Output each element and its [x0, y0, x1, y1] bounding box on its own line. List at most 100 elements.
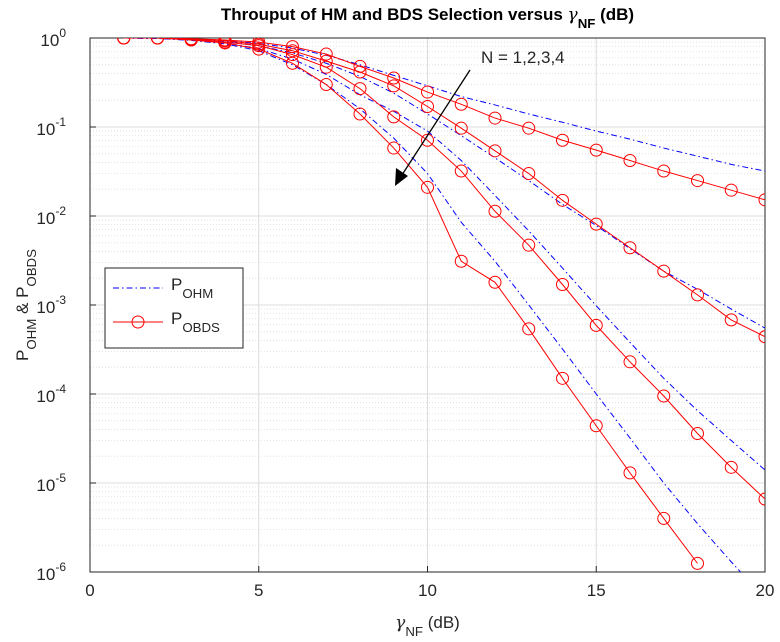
marker: [353, 107, 367, 121]
marker: [421, 133, 434, 147]
marker: [589, 143, 603, 157]
marker: [691, 426, 704, 440]
marker: [623, 355, 637, 369]
marker: [286, 40, 299, 54]
marker: [353, 65, 367, 79]
plot-lines: [117, 38, 765, 572]
tick-exponent: -4: [55, 382, 66, 396]
marker: [623, 241, 637, 255]
legend-label: POBDS: [171, 309, 220, 335]
marker: [691, 174, 704, 188]
tick-base: 10: [36, 120, 55, 139]
x-axis-label: γNF (dB): [395, 613, 460, 639]
marker: [252, 39, 266, 53]
marker: [623, 154, 637, 168]
marker: [387, 141, 401, 155]
marker: [286, 48, 299, 62]
marker: [589, 419, 603, 433]
y-tick-label: 10-1: [36, 115, 66, 139]
x-tick-label: 20: [756, 581, 775, 600]
legend-label: POHM: [171, 275, 213, 301]
subscript: OHM: [24, 319, 39, 350]
tick-exponent: -6: [55, 560, 66, 574]
marker: [454, 164, 468, 178]
subscript: OBDS: [182, 320, 220, 335]
marker: [151, 38, 164, 45]
axes-box: [89, 37, 766, 573]
marker: [758, 330, 765, 344]
marker: [556, 277, 569, 291]
tick-exponent: -2: [55, 204, 66, 218]
text-part: & P: [13, 287, 32, 319]
x-tick-label: 0: [85, 581, 94, 600]
tick-base: 10: [36, 565, 55, 584]
y-tick-label: 10-5: [36, 471, 66, 495]
marker: [421, 85, 434, 99]
marker: [387, 110, 401, 124]
x-tick-label: 15: [587, 581, 606, 600]
marker: [724, 313, 738, 327]
marker: [286, 56, 299, 70]
marker: [421, 180, 434, 194]
marker: [488, 144, 502, 158]
text-part: Throuput of HM and BDS Selection versus: [221, 5, 568, 24]
text-part: γ: [395, 613, 406, 633]
legend-marker: [131, 315, 145, 329]
y-tick-label: 10-3: [36, 293, 66, 317]
subscript: OBDS: [24, 249, 39, 287]
tick-exponent: 0: [59, 26, 66, 40]
marker: [319, 78, 333, 92]
legend-box: [104, 267, 244, 349]
x-tick-label: 10: [418, 581, 437, 600]
marker: [286, 44, 299, 58]
subscript: NF: [578, 16, 596, 31]
marker: [319, 60, 333, 74]
x-tick-label: 5: [254, 581, 263, 600]
series-line: [123, 38, 765, 172]
marker: [657, 511, 671, 525]
marker: [252, 42, 266, 56]
marker: [556, 133, 569, 147]
marker: [353, 82, 367, 96]
marker: [691, 288, 704, 302]
annotation: N = 1,2,3,4: [481, 48, 565, 67]
y-tick-label: 10-2: [36, 204, 66, 228]
marker: [218, 38, 232, 50]
subscript: OHM: [182, 286, 213, 301]
marker: [454, 121, 468, 135]
marker: [657, 264, 671, 278]
marker: [488, 111, 502, 125]
marker: [724, 460, 738, 474]
marker: [522, 322, 536, 336]
annotation-arrow: [399, 69, 471, 179]
tick-exponent: -5: [55, 471, 66, 485]
y-tick-label: 10-4: [36, 382, 66, 406]
marker: [184, 38, 198, 47]
marker: [488, 275, 502, 289]
y-axis-label: POHM & POBDS: [13, 249, 39, 361]
text-part: (dB): [423, 613, 460, 632]
marker: [319, 47, 333, 61]
annotation-arrowhead: [395, 168, 408, 186]
subscript: NF: [405, 624, 423, 639]
marker: [657, 389, 671, 403]
marker: [488, 204, 502, 218]
marker: [556, 371, 569, 385]
text-part: P: [13, 350, 32, 361]
tick-base: 10: [36, 209, 55, 228]
marker: [454, 97, 468, 111]
chart-title: Throuput of HM and BDS Selection versus …: [221, 5, 634, 31]
tick-exponent: -1: [55, 115, 66, 129]
tick-exponent: -3: [55, 293, 66, 307]
tick-base: 10: [36, 387, 55, 406]
tick-base: 10: [40, 31, 59, 50]
marker: [522, 121, 536, 135]
y-tick-label: 10-6: [36, 560, 66, 584]
marker: [623, 466, 637, 480]
marker: [522, 238, 536, 252]
tick-base: 10: [36, 476, 55, 495]
marker: [556, 193, 569, 207]
marker: [724, 183, 738, 197]
marker: [421, 99, 434, 113]
